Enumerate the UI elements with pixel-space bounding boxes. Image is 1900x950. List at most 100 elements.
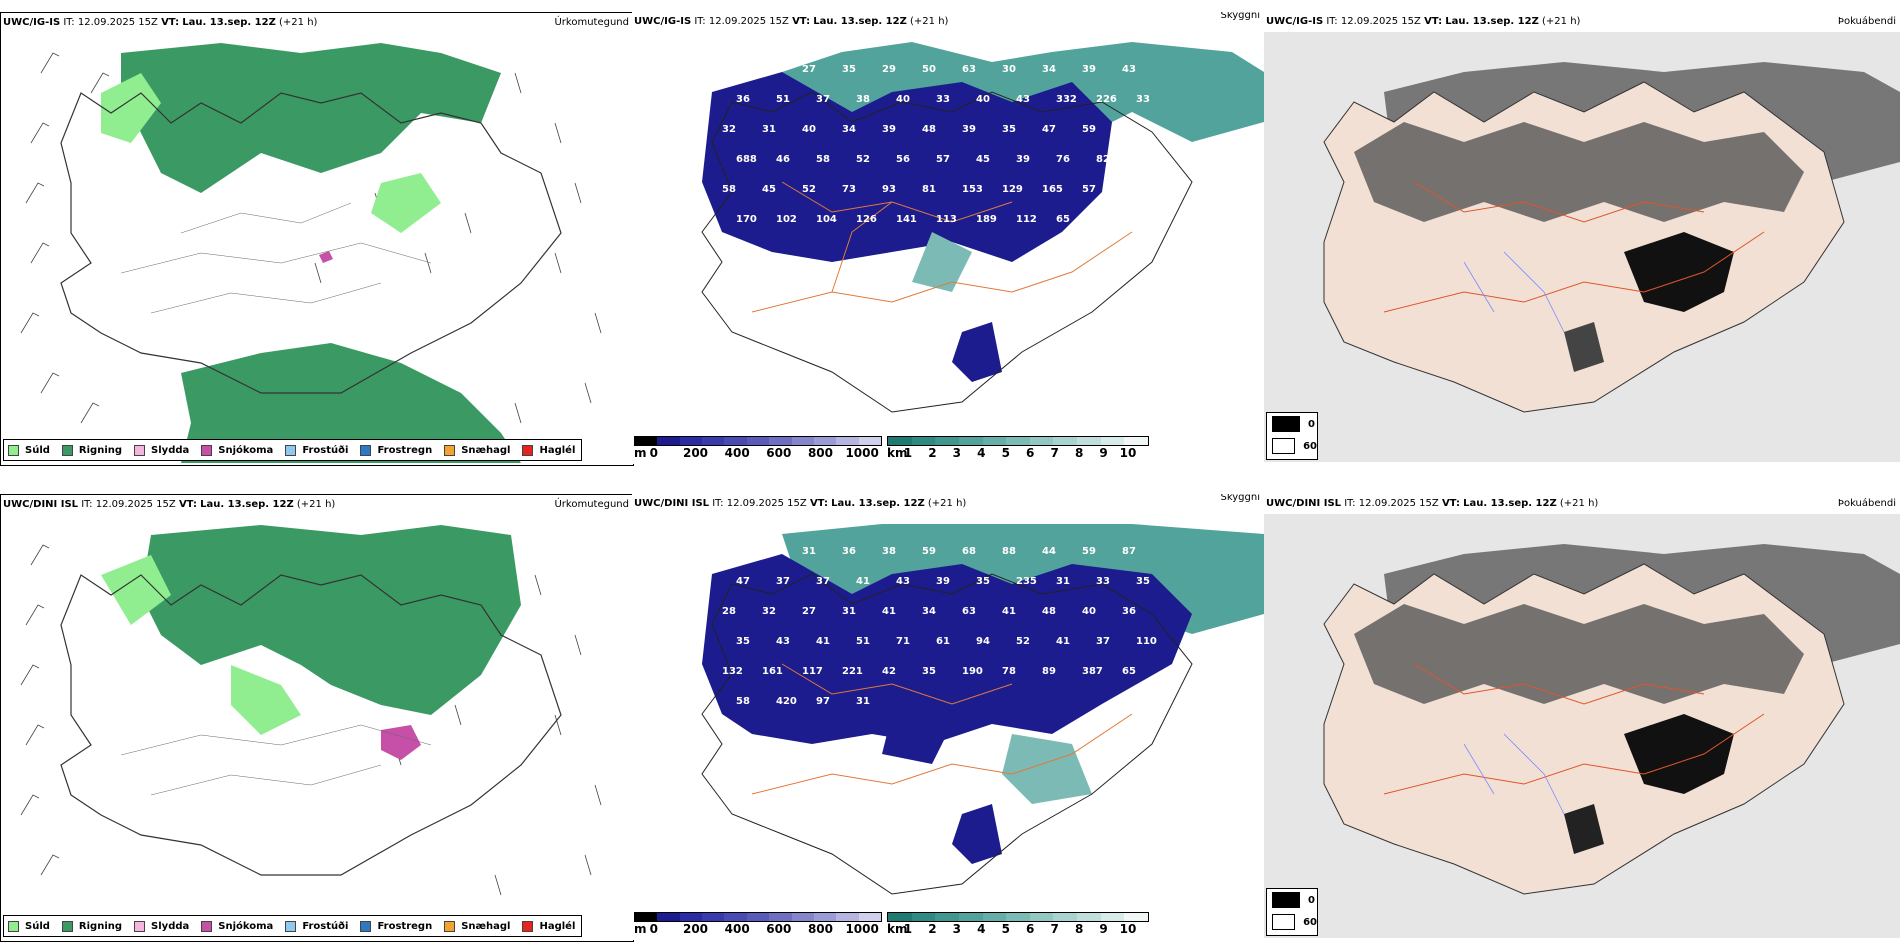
legend-label: Frostregn [377, 920, 433, 932]
colorbar-bin [888, 913, 912, 921]
ceiling-value-label: 42 [882, 666, 896, 677]
ceiling-value-label: 52 [1016, 636, 1030, 647]
lead-time: (+21 h) [1542, 16, 1581, 27]
fog-legend-swatch [1272, 892, 1300, 908]
variable-name: Skyggni [1220, 494, 1260, 503]
ceiling-value-label: 59 [922, 546, 936, 557]
ceiling-value-label: 129 [1002, 184, 1023, 195]
ceiling-value-label: 35 [1002, 124, 1016, 135]
colorbar-bin [769, 437, 792, 445]
colorbar-tick: 10 [1119, 922, 1137, 936]
ceiling-value-label: 40 [976, 94, 990, 105]
ceiling-value-label: 59 [1082, 124, 1096, 135]
colorbar-bin [1053, 913, 1078, 921]
precip-map [20, 525, 602, 896]
ceiling-value-label: 38 [762, 546, 776, 557]
ceiling-value-label: 93 [882, 184, 896, 195]
colorbar-bin [679, 913, 703, 921]
panel-header: UWC/IG-IS IT: 12.09.2025 15Z VT: Lau. 13… [632, 12, 1264, 32]
legend-label: Slydda [151, 920, 190, 932]
colorbar-tick: 400 [724, 922, 750, 936]
legend-label: Snjókoma [218, 444, 274, 456]
ceiling-value-label: 51 [776, 94, 790, 105]
panel-header: UWC/IG-IS IT: 12.09.2025 15Z VT: Lau. 13… [1, 13, 633, 33]
variable-name: Þokuábendi [1837, 498, 1896, 509]
ceiling-value-label: 68 [962, 546, 976, 557]
legend-swatch [61, 444, 73, 456]
ceiling-value-label: 81 [922, 184, 936, 195]
ceiling-value-label: 56 [896, 154, 910, 165]
colorbar-bin [813, 913, 837, 921]
it-label: IT: [694, 16, 706, 27]
ceiling-value-label: 28 [1096, 214, 1110, 225]
ceiling-colorbar: m 0 200 400 600 800 1000 [634, 912, 882, 936]
legend-label: Rigning [78, 444, 123, 456]
precip-type-panel-row1: UWC/IG-IS IT: 12.09.2025 15Z VT: Lau. 13… [0, 12, 634, 466]
precip-legend: Súld Rigning Slydda Snjókoma Frostúði Frostre… [3, 439, 583, 461]
ceiling-value-label: 39 [1082, 64, 1096, 75]
ceiling-value-label: 165 [1042, 184, 1063, 195]
vt-value: Lau. 13.sep. 12Z [1463, 498, 1557, 509]
colorbar-bin [1100, 437, 1125, 445]
rivers [1463, 251, 1565, 333]
ceiling-value-label: 52 [802, 184, 816, 195]
legend-label: Snæhagl [461, 444, 511, 456]
colorbar-tick: 8 [1074, 922, 1084, 936]
colorbar-bin [657, 913, 680, 921]
ceiling-value-label: 65 [1056, 214, 1070, 225]
colorbar-bin [1100, 913, 1125, 921]
ceiling-value-label: 40 [896, 94, 910, 105]
iceland-outline [60, 92, 562, 394]
ceiling-labels: 44 34 27 35 29 50 63 30 34 39 43 36 51 37 38 40 33 40 43 33… [722, 64, 1150, 255]
roads [751, 181, 1133, 313]
vt-value: Lau. 13.sep. 12Z [1445, 16, 1539, 27]
ceiling-value-label: 117 [802, 666, 823, 677]
ceiling-value-label: 170 [736, 214, 757, 225]
legend-swatch [8, 920, 19, 932]
colorbar-bin [635, 913, 658, 921]
visibility-unit: km [887, 922, 908, 936]
legend-item: Snjókoma [201, 920, 273, 932]
model-name: UWC/DINI ISL [3, 499, 79, 510]
it-value: 12.09.2025 15Z [77, 17, 158, 28]
colorbar-tick: 5 [1001, 922, 1010, 936]
lead-time: (+21 h) [910, 16, 949, 27]
colorbar-bin [746, 437, 770, 445]
lead-time: (+21 h) [296, 499, 336, 510]
ceiling-value-label: 63 [962, 606, 976, 617]
colorbar-bin [911, 437, 936, 445]
ceiling-value-label: 27 [802, 64, 816, 75]
ceiling-value-label: 132 [722, 666, 743, 677]
ceiling-value-label: 31 [762, 124, 776, 135]
ceiling-value-label: 57 [936, 154, 950, 165]
ceiling-value-label: 67 [722, 244, 736, 255]
ceiling-value-label: 44 [1042, 546, 1056, 557]
legend-label: Súld [25, 444, 50, 456]
vt-label: VT: [809, 498, 828, 509]
colorbar-bin [1077, 913, 1101, 921]
model-name: UWC/DINI ISL [1266, 498, 1342, 509]
vt-label: VT: [1441, 498, 1460, 509]
colorbar-bin [1124, 437, 1149, 445]
it-value: 12.09.2025 15Z [726, 498, 807, 509]
ceiling-value-label: 94 [976, 636, 990, 647]
legend-item: Slydda [134, 444, 189, 456]
ceiling-value-label: 37 [776, 576, 790, 587]
fog-legend: 0 60 [1266, 412, 1318, 460]
fog-legend-row: 60 [1267, 911, 1317, 933]
colorbar-tick: 9 [1099, 446, 1108, 460]
ceiling-value-label: 73 [842, 184, 856, 195]
ceiling-value-label: 39 [962, 124, 976, 135]
legend-swatch [134, 920, 146, 932]
ceiling-value-label: 420 [776, 696, 797, 707]
legend-swatch [522, 444, 534, 456]
colorbar-tick: 7 [1050, 446, 1059, 460]
ceiling-value-label: 57 [1082, 184, 1096, 195]
ceiling-value-label: 47 [1042, 124, 1056, 135]
rivers [1463, 733, 1565, 815]
vt-value: Lau. 13.sep. 12Z [200, 499, 294, 510]
ceiling-value-label: 104 [816, 214, 837, 225]
colorbar-tick: 400 [724, 446, 750, 460]
legend-swatch [285, 444, 297, 456]
colorbar-tick: 200 [682, 922, 709, 936]
